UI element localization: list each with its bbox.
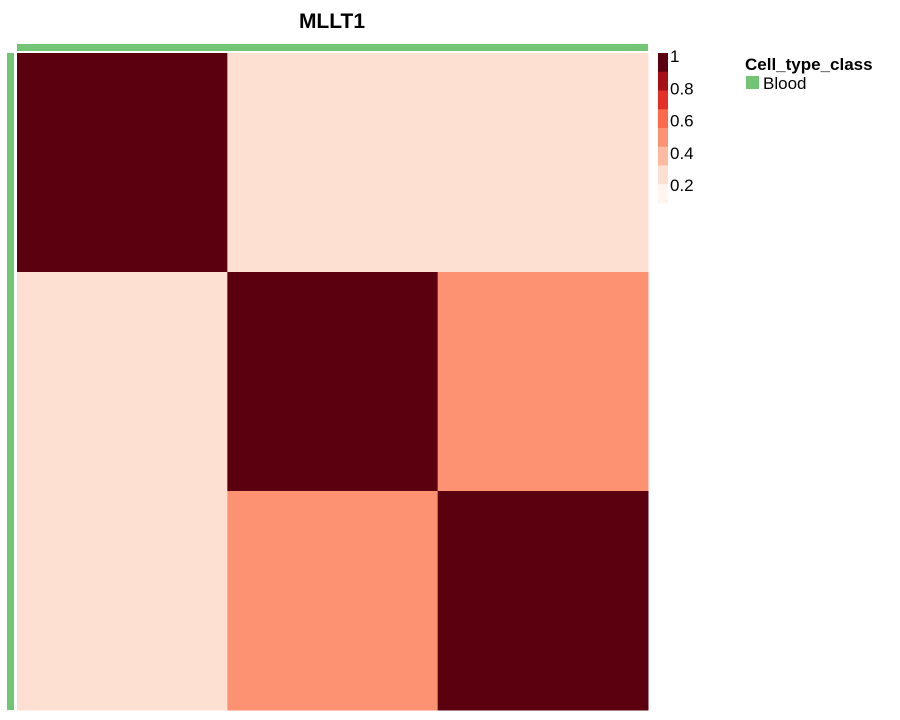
legend-title: Cell_type_class [745, 55, 873, 74]
colorbar-segment [658, 165, 668, 185]
colorbar-tick-label: 0.6 [670, 112, 694, 131]
heatmap-cell [17, 53, 228, 273]
colorbar-tick-label: 1 [670, 47, 679, 66]
colorbar-tick-label: 0.2 [670, 176, 694, 195]
colorbar-segment [658, 71, 668, 91]
heatmap-cell [17, 491, 228, 711]
top-annotation-segment [17, 44, 648, 51]
colorbar-segment [658, 53, 668, 73]
heatmap-cell [227, 491, 439, 711]
heatmap-cell [227, 272, 439, 492]
legend-label-blood: Blood [763, 74, 806, 93]
left-annotation-segment [7, 53, 14, 710]
colorbar-segment [658, 109, 668, 129]
chart-title: MLLT1 [299, 10, 365, 33]
legend-swatch-blood [746, 76, 759, 89]
heatmap-cell [437, 272, 649, 492]
colorbar-segment [658, 146, 668, 166]
colorbar-segment [658, 90, 668, 110]
colorbar-tick-label: 0.4 [670, 144, 694, 163]
colorbar-tick-label: 0.8 [670, 79, 694, 98]
heatmap-cell [17, 272, 228, 492]
colorbar-ticks: 1 0.8 0.6 0.4 0.2 [670, 47, 694, 195]
colorbar-segment [658, 184, 668, 204]
heatmap-cells [17, 53, 649, 711]
heatmap-cell [437, 53, 649, 273]
colorbar [658, 53, 668, 204]
heatmap-cell [437, 491, 649, 711]
annotation-legend: Cell_type_class Blood [745, 55, 873, 93]
left-annotation-bar [7, 53, 14, 710]
colorbar-segment [658, 128, 668, 148]
heatmap-cell [227, 53, 439, 273]
top-annotation-bar [17, 44, 648, 51]
